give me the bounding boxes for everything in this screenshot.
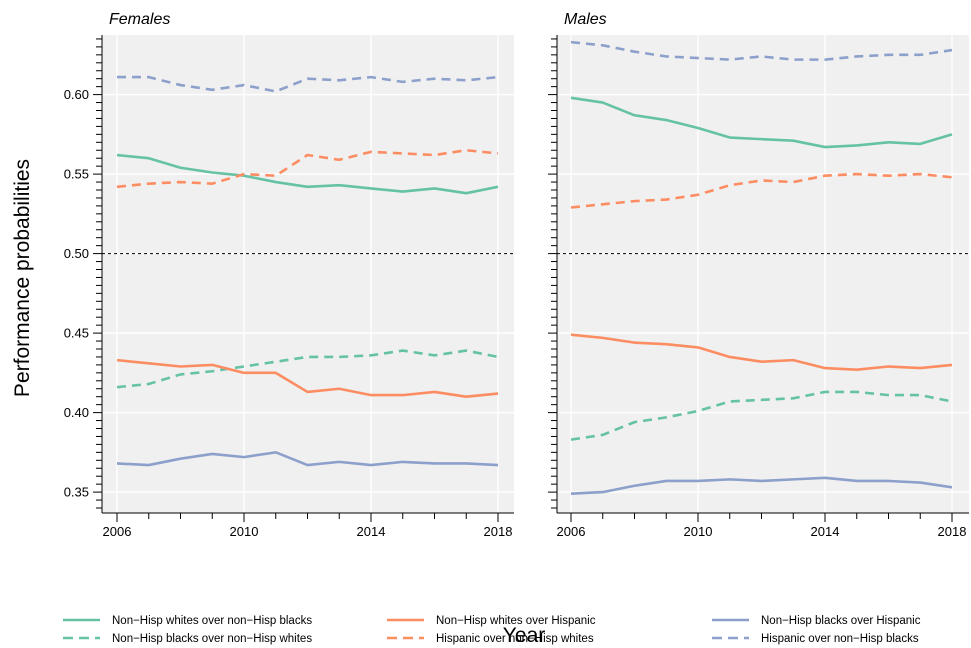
females-series-line — [117, 75, 499, 93]
females-y-tick-label: 0.45 — [64, 326, 89, 341]
females-background — [102, 35, 514, 513]
males-x-tick-label: 2010 — [684, 524, 713, 539]
females-series-line — [116, 451, 499, 467]
females-x-tick-label: 2018 — [484, 524, 513, 539]
females-y-tick-label: 0.35 — [64, 485, 89, 500]
panel-males: 2006 2010 2014 2018 Males — [548, 11, 969, 539]
y-axis-title: Performance probabilities — [11, 159, 34, 397]
legend-label: Non−Hisp whites over Hispanic — [436, 615, 596, 627]
females-y-tick-label: 0.50 — [64, 246, 89, 261]
females-x-tick-label: 2010 — [230, 524, 259, 539]
males-series-line — [570, 476, 953, 495]
legend-label: Non−Hisp whites over non−Hisp blacks — [112, 615, 312, 627]
females-y-tick-label: 0.40 — [64, 405, 89, 420]
panel-females: 0.35 0.40 0.45 0.50 0.55 0.60 2006 2010 2014 2018… — [64, 11, 514, 539]
legend-label: Hispanic over non−Hisp whites — [436, 633, 594, 645]
legend: Non−Hisp whites over non−Hisp blacks Non−… — [63, 615, 921, 645]
females-panel-title: Females — [109, 11, 170, 28]
females-x-tick-label: 2006 — [103, 524, 132, 539]
females-series-line — [116, 358, 499, 398]
females-y-tick-label: 0.55 — [64, 167, 89, 182]
males-series-line — [570, 96, 953, 149]
legend-label: Non−Hisp blacks over Hispanic — [761, 615, 921, 627]
males-x-tick-label: 2014 — [811, 524, 840, 539]
females-series-line — [116, 349, 499, 389]
males-x-tick-label: 2006 — [557, 524, 586, 539]
males-series-line — [570, 390, 953, 441]
females-series-line — [116, 148, 499, 189]
males-background — [557, 35, 969, 513]
females-y-tick-label: 0.60 — [64, 87, 89, 102]
legend-label: Hispanic over non−Hisp blacks — [761, 633, 919, 645]
females-series-line — [116, 153, 499, 195]
x-axis-title: Year — [503, 624, 545, 647]
males-series-line — [570, 333, 953, 371]
males-x-tick-label: 2018 — [938, 524, 967, 539]
legend-label: Non−Hisp blacks over non−Hisp whites — [112, 633, 312, 645]
males-series-line — [570, 40, 953, 61]
males-panel-title: Males — [564, 11, 607, 28]
females-x-tick-label: 2014 — [357, 524, 386, 539]
males-series-line — [570, 172, 953, 209]
